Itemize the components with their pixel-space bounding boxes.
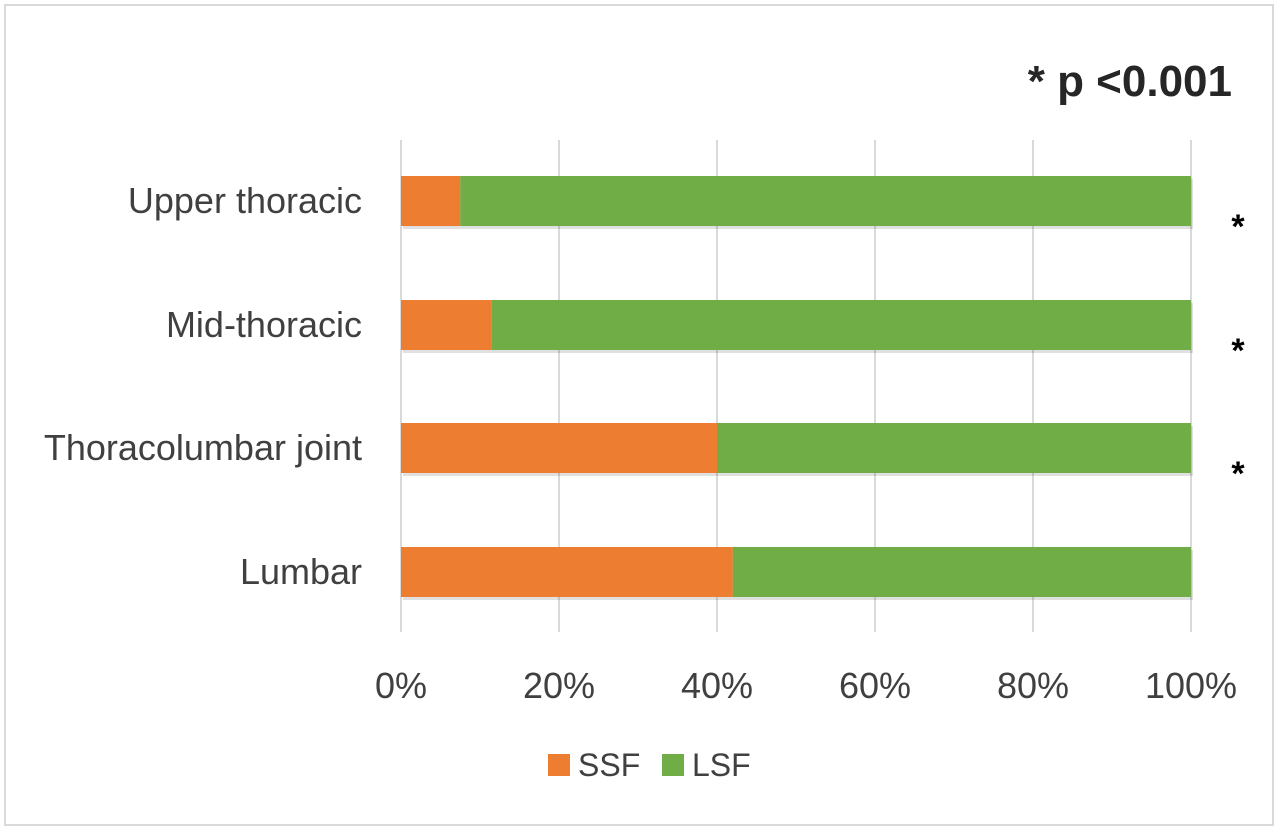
legend-label: LSF [692, 747, 751, 783]
significance-star: * [1231, 208, 1245, 246]
bar-lsf [460, 176, 1191, 226]
legend-swatch-lsf [662, 754, 684, 776]
significance-markers: * * * [1231, 208, 1245, 493]
category-label: Lumbar [240, 551, 362, 592]
bar-lsf [717, 423, 1191, 473]
legend: SSF LSF [548, 747, 751, 783]
category-label: Thoracolumbar joint [44, 427, 362, 468]
chart-frame [4, 4, 1274, 826]
x-tick-label: 40% [681, 665, 753, 706]
bar-ssf [401, 423, 717, 473]
bar-ssf [401, 300, 492, 350]
x-tick-label: 60% [839, 665, 911, 706]
bar-lsf [732, 547, 1191, 597]
category-label: Upper thoracic [128, 180, 362, 221]
significance-annotation: * p <0.001 [1028, 57, 1232, 106]
legend-swatch-ssf [548, 754, 570, 776]
category-label: Mid-thoracic [166, 304, 362, 345]
x-tick-label: 20% [523, 665, 595, 706]
legend-label: SSF [578, 747, 640, 783]
bar-ssf [401, 176, 461, 226]
significance-star: * [1231, 332, 1245, 370]
bar-ssf [401, 547, 733, 597]
bars [401, 176, 1194, 600]
axis-labels: 0% 20% 40% 60% 80% 100% Upper thoracic Mid-thor… [44, 180, 1237, 706]
x-tick-label: 0% [375, 665, 427, 706]
bar-lsf [491, 300, 1192, 350]
x-tick-label: 100% [1145, 665, 1237, 706]
significance-star: * [1231, 455, 1245, 493]
x-tick-label: 80% [997, 665, 1069, 706]
